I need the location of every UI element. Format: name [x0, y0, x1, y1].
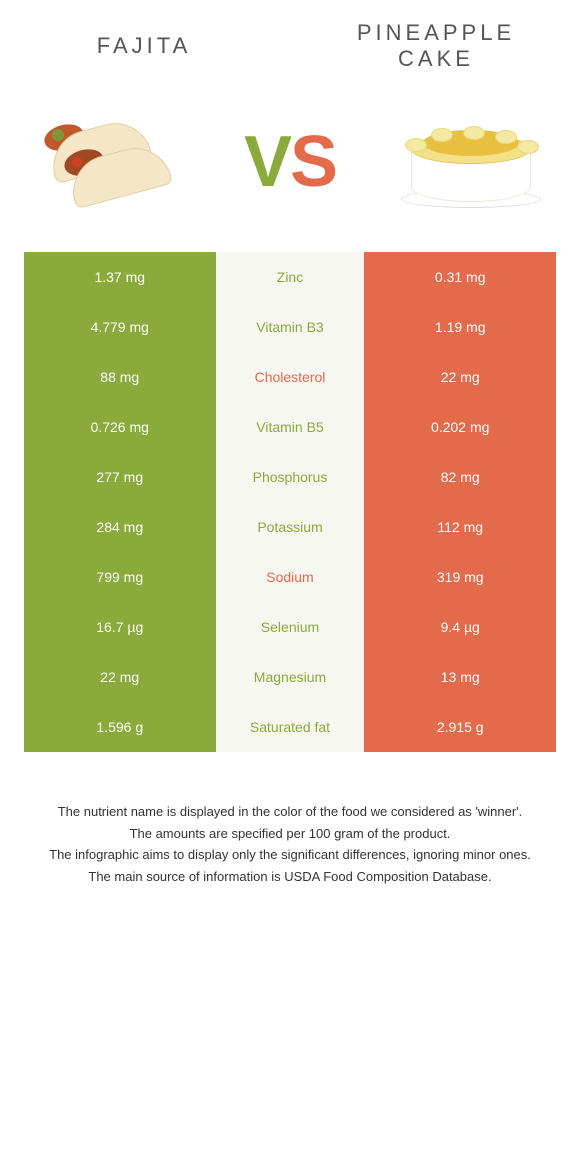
right-food-title: PINEAPPLE CAKE	[336, 20, 536, 72]
fajita-image	[34, 102, 184, 222]
vs-s-letter: S	[290, 122, 336, 202]
left-value: 16.7 µg	[24, 602, 216, 652]
footnote-line: The nutrient name is displayed in the co…	[34, 802, 546, 822]
vs-label: VS	[244, 121, 336, 203]
right-value: 112 mg	[364, 502, 556, 552]
left-food-title: FAJITA	[44, 33, 244, 59]
nutrient-label: Zinc	[216, 252, 365, 302]
nutrient-row: 16.7 µgSelenium9.4 µg	[24, 602, 556, 652]
nutrient-row: 799 mgSodium319 mg	[24, 552, 556, 602]
footnote-line: The main source of information is USDA F…	[34, 867, 546, 887]
right-value: 9.4 µg	[364, 602, 556, 652]
nutrient-label: Vitamin B5	[216, 402, 365, 452]
footnote-line: The amounts are specified per 100 gram o…	[34, 824, 546, 844]
nutrient-row: 4.779 mgVitamin B31.19 mg	[24, 302, 556, 352]
nutrient-label: Phosphorus	[216, 452, 365, 502]
header-titles: FAJITA PINEAPPLE CAKE	[24, 20, 556, 102]
footnote-line: The infographic aims to display only the…	[34, 845, 546, 865]
right-value: 0.202 mg	[364, 402, 556, 452]
left-value: 277 mg	[24, 452, 216, 502]
nutrient-row: 1.37 mgZinc0.31 mg	[24, 252, 556, 302]
left-value: 1.37 mg	[24, 252, 216, 302]
left-value: 4.779 mg	[24, 302, 216, 352]
nutrient-row: 277 mgPhosphorus82 mg	[24, 452, 556, 502]
left-value: 799 mg	[24, 552, 216, 602]
left-value: 284 mg	[24, 502, 216, 552]
nutrient-label: Cholesterol	[216, 352, 365, 402]
nutrient-label: Selenium	[216, 602, 365, 652]
nutrient-row: 1.596 gSaturated fat2.915 g	[24, 702, 556, 752]
vs-row: VS	[24, 102, 556, 252]
left-value: 0.726 mg	[24, 402, 216, 452]
vs-v-letter: V	[244, 122, 290, 202]
nutrient-row: 0.726 mgVitamin B50.202 mg	[24, 402, 556, 452]
nutrient-label: Sodium	[216, 552, 365, 602]
left-value: 22 mg	[24, 652, 216, 702]
nutrient-table: 1.37 mgZinc0.31 mg4.779 mgVitamin B31.19…	[24, 252, 556, 752]
right-value: 1.19 mg	[364, 302, 556, 352]
right-value: 2.915 g	[364, 702, 556, 752]
nutrient-label: Potassium	[216, 502, 365, 552]
nutrient-label: Magnesium	[216, 652, 365, 702]
nutrient-label: Vitamin B3	[216, 302, 365, 352]
right-value: 0.31 mg	[364, 252, 556, 302]
nutrient-row: 284 mgPotassium112 mg	[24, 502, 556, 552]
nutrient-row: 22 mgMagnesium13 mg	[24, 652, 556, 702]
right-value: 22 mg	[364, 352, 556, 402]
footnotes: The nutrient name is displayed in the co…	[24, 802, 556, 886]
nutrient-row: 88 mgCholesterol22 mg	[24, 352, 556, 402]
left-value: 1.596 g	[24, 702, 216, 752]
right-value: 319 mg	[364, 552, 556, 602]
pineapple-cake-image	[396, 102, 546, 222]
left-value: 88 mg	[24, 352, 216, 402]
right-value: 82 mg	[364, 452, 556, 502]
right-value: 13 mg	[364, 652, 556, 702]
nutrient-label: Saturated fat	[216, 702, 365, 752]
